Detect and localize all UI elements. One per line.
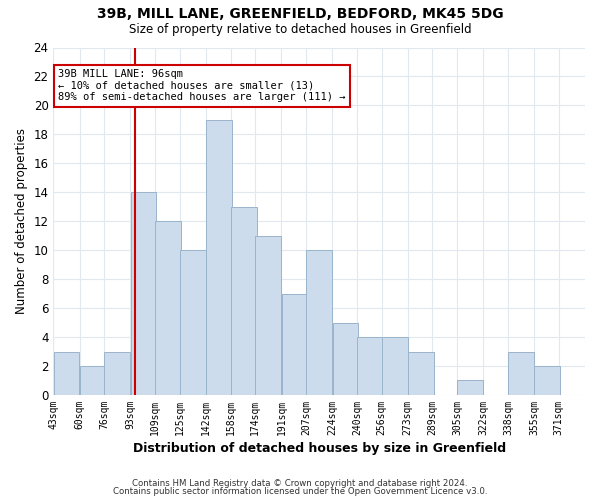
Bar	[307, 250, 332, 395]
Bar	[332, 322, 358, 395]
Bar	[508, 352, 534, 395]
Y-axis label: Number of detached properties: Number of detached properties	[15, 128, 28, 314]
Bar	[231, 206, 257, 395]
Bar	[457, 380, 483, 395]
Bar	[80, 366, 106, 395]
Bar	[408, 352, 434, 395]
X-axis label: Distribution of detached houses by size in Greenfield: Distribution of detached houses by size …	[133, 442, 506, 455]
Text: Contains HM Land Registry data © Crown copyright and database right 2024.: Contains HM Land Registry data © Crown c…	[132, 478, 468, 488]
Bar	[256, 236, 281, 395]
Bar	[382, 337, 407, 395]
Bar	[180, 250, 206, 395]
Bar	[131, 192, 157, 395]
Bar	[535, 366, 560, 395]
Bar	[206, 120, 232, 395]
Bar	[104, 352, 130, 395]
Bar	[155, 221, 181, 395]
Bar	[357, 337, 383, 395]
Bar	[53, 352, 79, 395]
Text: Size of property relative to detached houses in Greenfield: Size of property relative to detached ho…	[128, 22, 472, 36]
Text: Contains public sector information licensed under the Open Government Licence v3: Contains public sector information licen…	[113, 487, 487, 496]
Text: 39B MILL LANE: 96sqm
← 10% of detached houses are smaller (13)
89% of semi-detac: 39B MILL LANE: 96sqm ← 10% of detached h…	[58, 69, 346, 102]
Text: 39B, MILL LANE, GREENFIELD, BEDFORD, MK45 5DG: 39B, MILL LANE, GREENFIELD, BEDFORD, MK4…	[97, 8, 503, 22]
Bar	[281, 294, 307, 395]
